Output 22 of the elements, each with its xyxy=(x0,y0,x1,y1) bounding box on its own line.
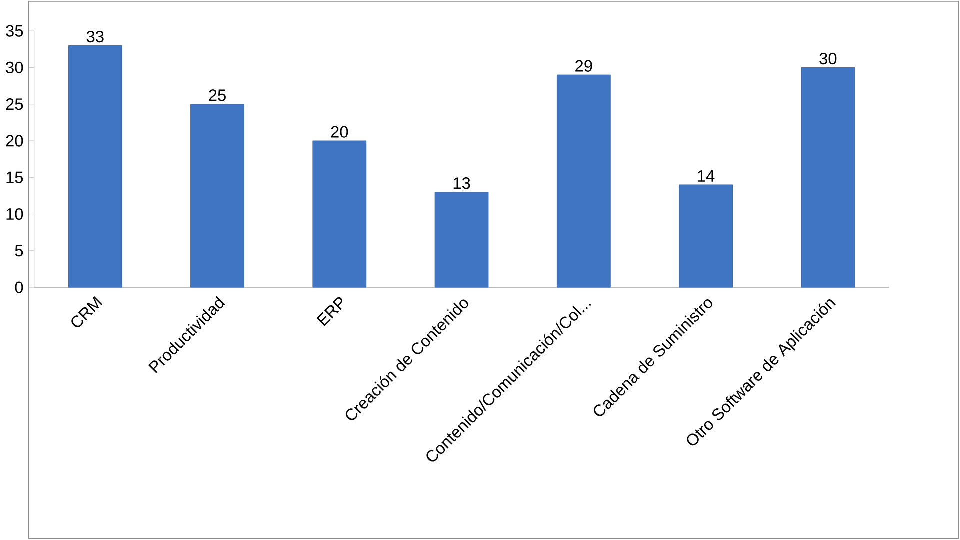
bar xyxy=(679,184,733,288)
bar xyxy=(801,67,856,288)
data-label: 20 xyxy=(331,126,348,138)
bar xyxy=(68,45,122,288)
bar xyxy=(190,104,244,288)
data-label: 29 xyxy=(576,60,592,72)
bar xyxy=(557,74,611,288)
y-tick-label: 5 xyxy=(15,245,24,257)
data-label: 14 xyxy=(698,170,715,182)
y-tick-label: 35 xyxy=(6,25,24,37)
y-tick-label: 10 xyxy=(6,208,24,220)
y-tick-label: 30 xyxy=(6,62,24,74)
y-tick-label: 20 xyxy=(6,135,24,147)
bar xyxy=(312,140,367,288)
bar xyxy=(434,192,489,288)
data-label: 25 xyxy=(209,90,226,102)
data-label: 13 xyxy=(454,177,470,190)
data-label: 33 xyxy=(86,30,104,43)
y-tick-label: 25 xyxy=(6,98,24,110)
y-tick-label: 15 xyxy=(6,172,24,184)
y-tick-label: 0 xyxy=(15,282,24,294)
data-label: 30 xyxy=(820,52,837,65)
